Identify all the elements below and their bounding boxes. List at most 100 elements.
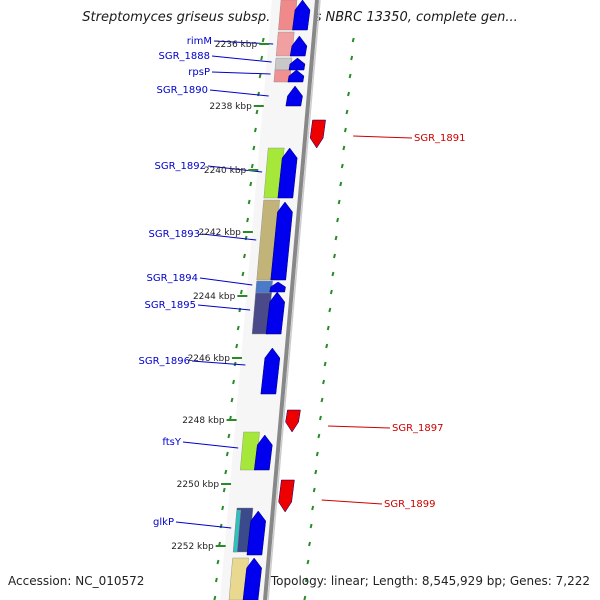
backbone-shadow <box>267 0 321 600</box>
tick-mark <box>326 325 330 331</box>
forward-gene-arrow[interactable] <box>269 281 286 293</box>
annotation-block[interactable] <box>228 557 249 600</box>
gene-leader-line <box>209 89 269 97</box>
forward-gene-arrow[interactable] <box>265 291 285 335</box>
tick-mark <box>225 451 229 457</box>
tick-mark <box>334 235 338 241</box>
reverse-gene-arrow[interactable] <box>278 479 295 513</box>
reverse-gene-arrow[interactable] <box>309 119 326 149</box>
coordinate-label: 2250 kbp <box>177 480 220 490</box>
gene-label[interactable]: rimM <box>187 36 212 47</box>
tick-mark <box>323 361 327 367</box>
forward-gene-arrow[interactable] <box>270 201 293 281</box>
forward-gene-arrow[interactable] <box>292 0 311 31</box>
gene-leader-line <box>328 425 391 429</box>
tick-mark <box>308 541 311 547</box>
tick-mark <box>336 217 340 223</box>
gene-label[interactable]: glkP <box>153 517 174 528</box>
gene-label[interactable]: ftsY <box>162 437 181 448</box>
coordinate-label: 2236 kbp <box>215 40 258 50</box>
gene-label[interactable]: SGR_1894 <box>147 273 199 284</box>
forward-gene-arrow[interactable] <box>285 85 303 107</box>
gene-label[interactable]: SGR_1896 <box>139 356 191 367</box>
tick-mark <box>320 397 324 403</box>
coordinate-label: 2252 kbp <box>171 542 214 552</box>
forward-gene-arrow[interactable] <box>277 147 298 199</box>
tick-mark <box>249 181 253 187</box>
tick-mark <box>236 325 240 331</box>
tick-mark <box>227 433 231 439</box>
tick-mark <box>317 433 321 439</box>
tick-mark <box>241 271 245 277</box>
tick-mark <box>243 253 246 259</box>
gene-leader-line <box>197 304 251 311</box>
coordinate-label: 2242 kbp <box>198 228 241 238</box>
tick-mark <box>309 523 313 529</box>
tick-mark <box>314 469 318 475</box>
gene-leader-line <box>175 521 232 529</box>
tick-mark <box>340 163 344 169</box>
forward-gene-arrow[interactable] <box>287 69 305 83</box>
tick-mark <box>351 37 355 43</box>
forward-gene-arrow[interactable] <box>253 434 273 471</box>
tick-mark <box>258 73 262 79</box>
gene-leader-line <box>199 277 253 286</box>
gene-label[interactable]: SGR_1895 <box>145 300 197 311</box>
gene-label[interactable]: SGR_1893 <box>149 229 201 240</box>
gene-leader-line <box>211 71 271 75</box>
accession-label: Accession: NC_010572 <box>8 574 145 588</box>
sequence-backbone <box>263 0 319 600</box>
forward-gene-arrow[interactable] <box>246 510 266 556</box>
tick-mark <box>224 469 228 475</box>
tick-mark <box>339 181 343 187</box>
tick-mark <box>221 505 225 511</box>
tick-mark <box>303 595 307 600</box>
tick-mark <box>253 127 257 133</box>
tick-mark <box>304 577 308 583</box>
gene-label[interactable]: SGR_1890 <box>157 85 209 96</box>
coordinate-label: 2244 kbp <box>193 292 236 302</box>
annotation-block[interactable] <box>232 509 242 553</box>
reverse-gene-arrow[interactable] <box>285 409 301 433</box>
tick-mark <box>337 199 341 205</box>
forward-gene-arrow[interactable] <box>288 57 306 71</box>
tick-mark <box>214 577 218 583</box>
tick-mark <box>331 271 335 277</box>
forward-gene-arrow[interactable] <box>242 557 262 600</box>
tick-mark <box>325 343 329 349</box>
tick-mark <box>315 451 319 457</box>
gene-leader-line <box>211 55 272 63</box>
gene-leader-line <box>321 499 383 505</box>
forward-gene-arrow[interactable] <box>260 347 281 395</box>
gene-label[interactable]: SGR_1892 <box>155 161 207 172</box>
tick-mark <box>216 559 220 565</box>
tick-mark <box>261 37 265 43</box>
gene-label[interactable]: SGR_1891 <box>414 133 466 144</box>
forward-gene-arrow[interactable] <box>289 35 308 57</box>
gene-leader-line <box>182 441 239 449</box>
tick-mark <box>312 487 316 493</box>
gene-label[interactable]: SGR_1888 <box>159 51 211 62</box>
tick-mark <box>306 559 310 565</box>
tick-mark <box>343 127 347 133</box>
tick-mark <box>230 397 234 403</box>
gene-label[interactable]: rpsP <box>188 67 210 78</box>
coordinate-label: 2248 kbp <box>182 416 225 426</box>
tick-mark <box>333 253 336 259</box>
tick-mark <box>255 109 259 115</box>
coordinate-label: 2238 kbp <box>209 102 252 112</box>
coordinate-label: 2246 kbp <box>188 354 231 364</box>
tick-mark <box>246 217 250 223</box>
tick-mark <box>329 289 333 295</box>
gene-label[interactable]: SGR_1897 <box>392 423 444 434</box>
tick-mark <box>239 289 243 295</box>
tick-mark <box>348 73 352 79</box>
tick-mark <box>328 307 332 313</box>
tick-mark <box>318 415 322 421</box>
gene-label[interactable]: SGR_1899 <box>384 499 436 510</box>
tick-mark <box>213 595 217 600</box>
tick-mark <box>247 199 251 205</box>
tick-mark <box>260 55 264 61</box>
